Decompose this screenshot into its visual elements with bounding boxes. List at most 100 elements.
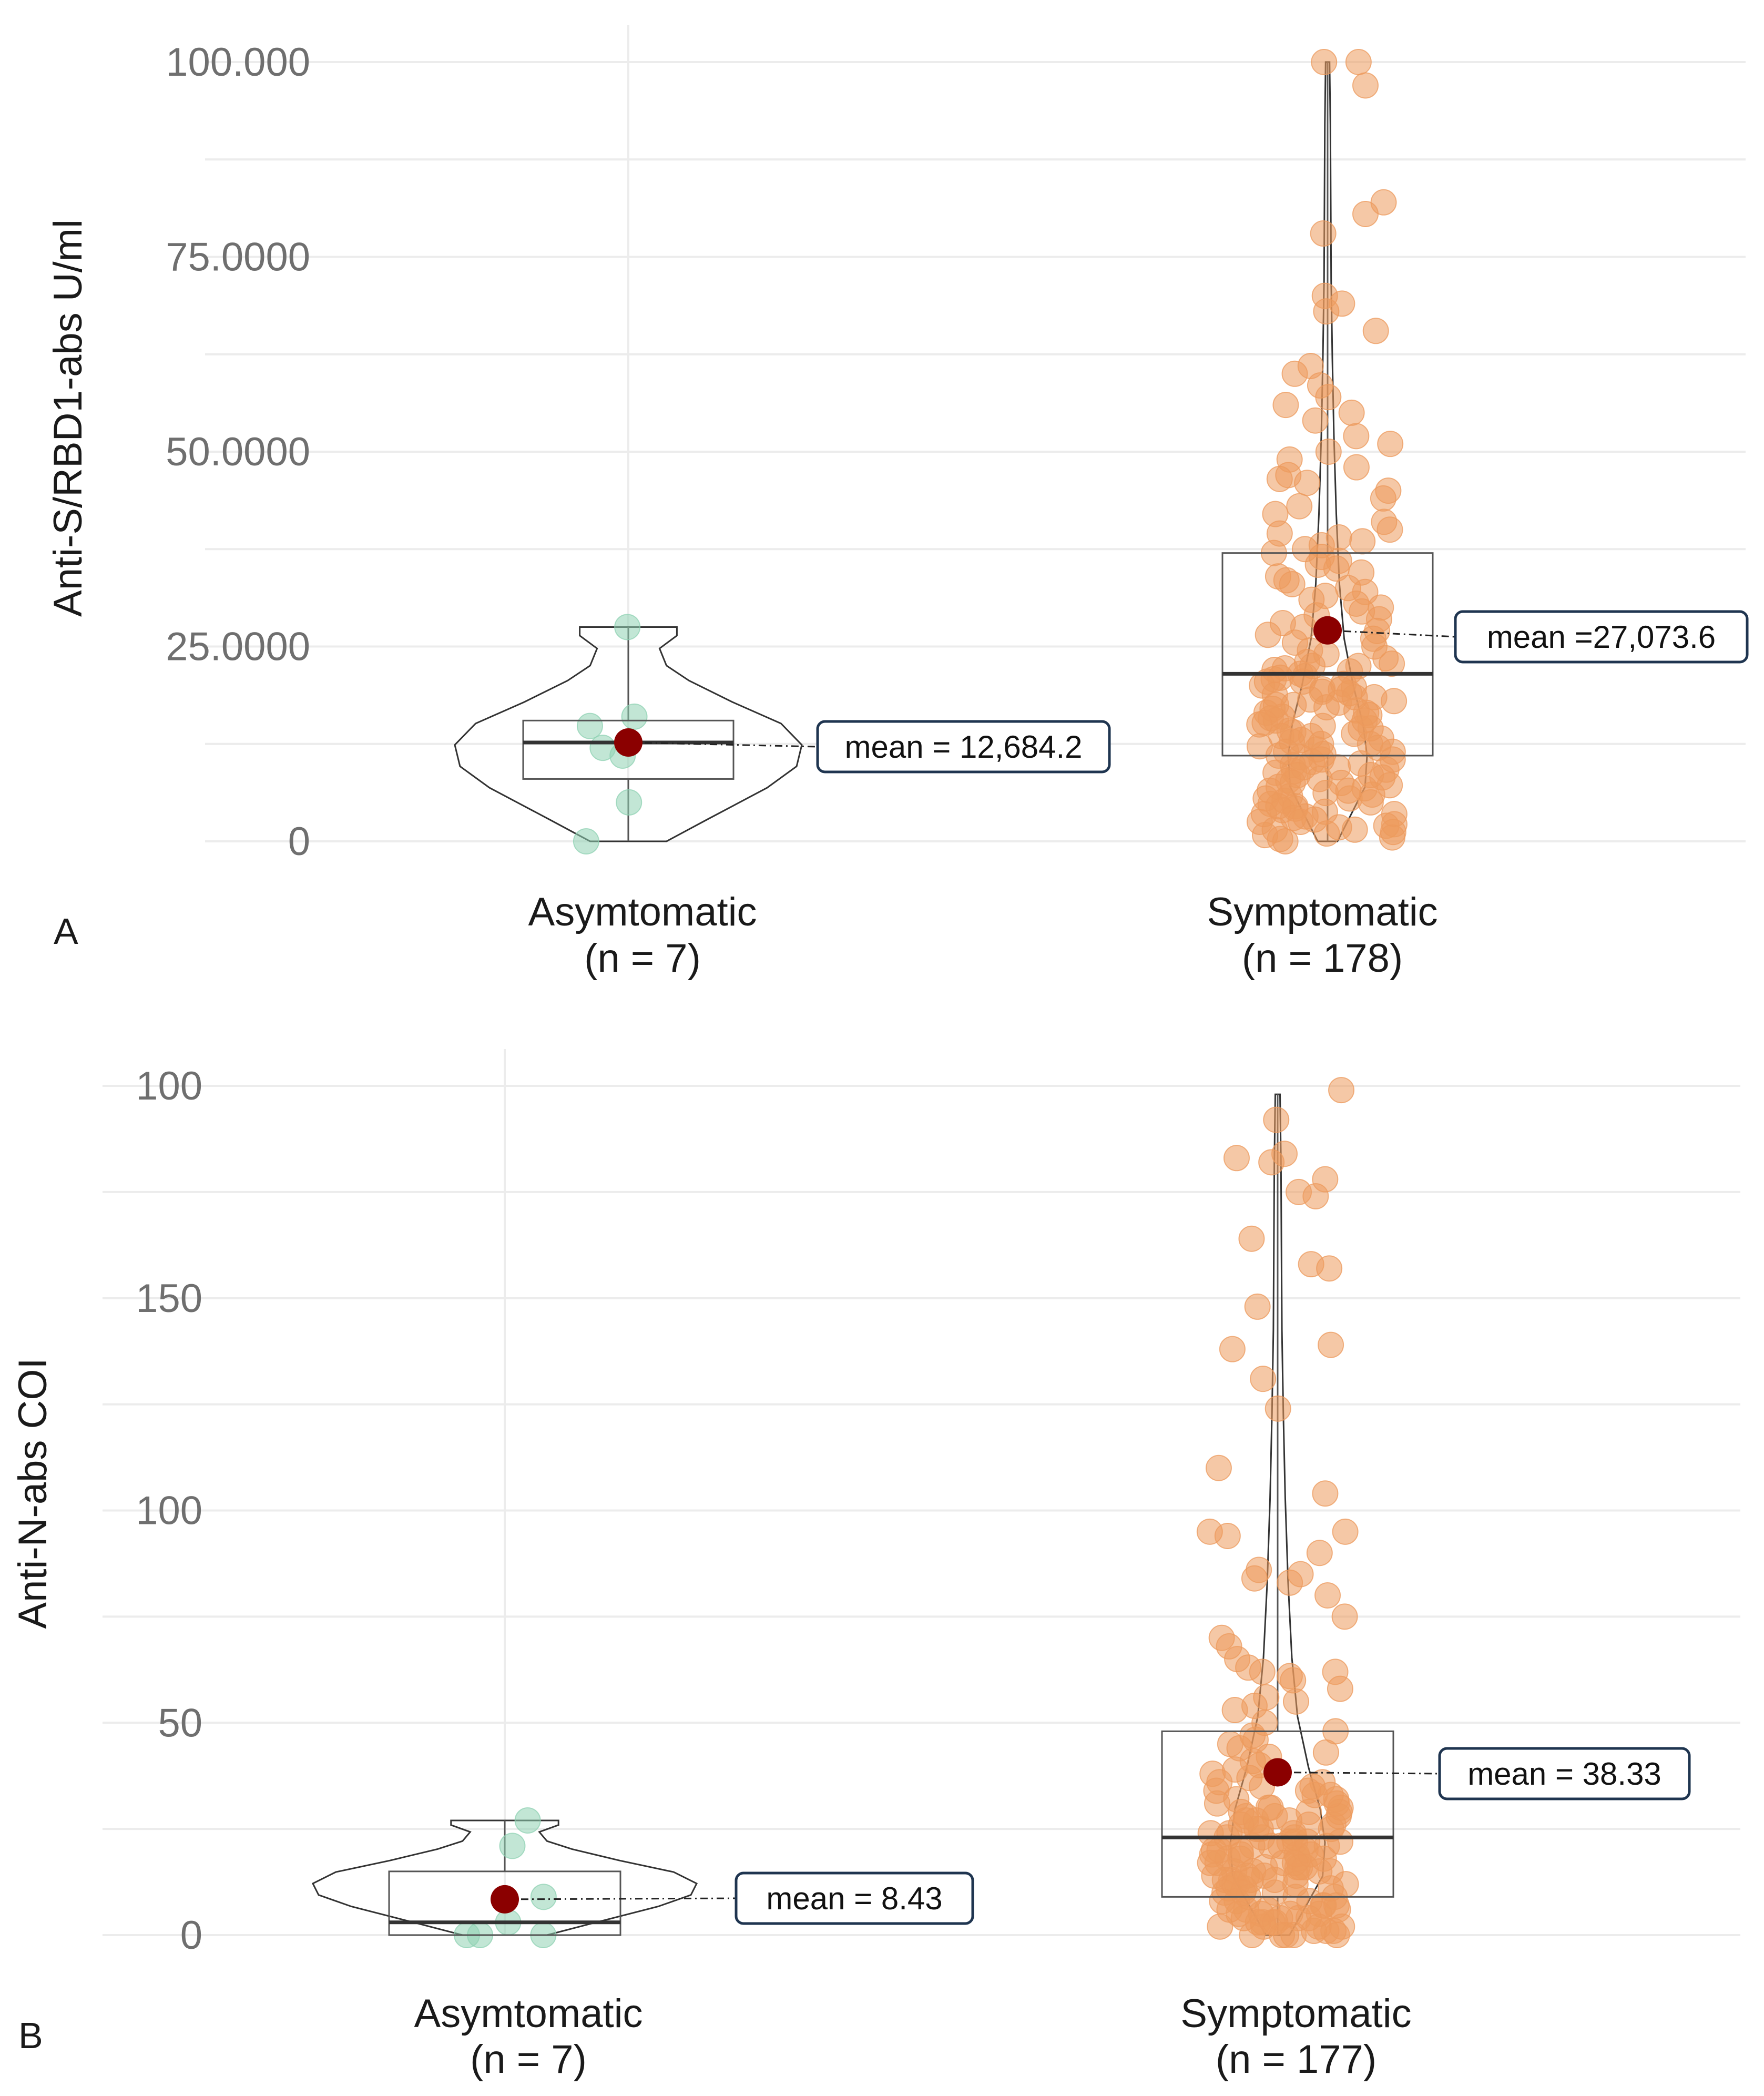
data-point [1219,1336,1246,1362]
data-point [1315,439,1342,465]
data-point [1311,49,1338,75]
panel-letter-a: A [54,911,78,952]
data-point [1328,676,1354,703]
data-point [1244,1293,1271,1320]
y-tick-label: 25.0000 [166,625,310,669]
mean-marker [491,1885,519,1914]
data-point [1250,801,1277,828]
data-point [1345,49,1372,75]
data-point [1223,1786,1250,1813]
data-point [1302,1183,1329,1209]
data-point [1277,1569,1303,1596]
data-point [1313,820,1340,847]
data-point [1221,1697,1248,1724]
data-point [1313,298,1340,325]
data-point [1318,1331,1344,1358]
data-point [614,614,641,640]
category-label-asymptomatic-a: Asymtomatic [528,890,757,934]
data-point [1331,1603,1358,1630]
data-point [1315,384,1342,411]
box-symptomatic [1221,552,1434,757]
data-point [1214,1522,1241,1549]
n-label-symptomatic-a: (n = 178) [1242,936,1403,981]
data-point [576,713,603,739]
n-label-symptomatic-b: (n = 177) [1216,2037,1376,2082]
data-point [1297,1841,1324,1868]
data-point [1376,516,1403,543]
plot-area-a: 0 25.0000 50.0000 75.0000 100.000 mean = 12,6… [166,25,1749,864]
mean-label: mean = 12,684.2 [844,729,1082,765]
data-point [1250,1366,1277,1392]
data-point [1281,360,1308,387]
data-point [1255,622,1281,648]
data-point [1335,777,1362,804]
panel-letter-b: B [18,2015,43,2056]
y-tick-label: 50 [158,1701,202,1745]
mean-label-box [816,720,1111,774]
data-point [1238,1225,1265,1252]
y-axis-title-a: Anti-S/RBD1-abs U/ml [46,219,90,617]
mean-label: mean = 38.33 [1467,1756,1661,1792]
y-tick-label: 150 [136,1276,202,1321]
data-point [1286,493,1313,520]
violin-asymptomatic [454,626,803,842]
data-point [1279,571,1306,597]
mean-marker [1263,1758,1292,1787]
data-point [616,789,643,816]
y-tick-label: 50.0000 [166,430,310,474]
data-point [1352,72,1379,99]
data-point [1263,1106,1290,1133]
data-point [1239,1833,1266,1859]
data-point [1272,392,1299,419]
data-point [1206,1769,1233,1796]
data-point [1249,1659,1276,1685]
data-point [1343,423,1370,450]
y-tick-label: 75.0000 [166,235,310,280]
data-point [1310,220,1337,247]
y-tick-label: 100 [136,1489,202,1533]
data-point [1237,1867,1264,1894]
data-point [1377,431,1404,457]
data-point [1266,465,1293,492]
category-label-asymptomatic-b: Asymtomatic [414,1991,643,2036]
data-point [1205,1454,1232,1481]
mean-label-box [1438,1747,1691,1800]
data-point [1327,1675,1353,1702]
mean-marker [614,728,643,757]
data-point [1241,1565,1268,1592]
data-point [1262,1909,1289,1936]
mean-label-box [735,1871,974,1925]
data-point [1294,470,1321,496]
data-point [1362,318,1389,344]
data-point [1338,399,1365,426]
data-point [1381,688,1408,715]
panel-a: Anti-S/RBD1-abs U/ml A 0 25.0000 50.0000 75… [46,25,1749,981]
data-point [1201,1862,1228,1889]
data-point [1327,1828,1354,1855]
data-point [1216,1896,1243,1923]
data-point [1343,454,1370,481]
data-point [1206,1837,1233,1864]
mean-label: mean = 8.43 [766,1881,942,1916]
mean-leader [504,1897,737,1900]
data-point [530,1884,557,1910]
mean-marker [1313,616,1342,645]
data-point [1279,769,1306,796]
violin-asymptomatic [311,1819,698,1936]
panel-b: Anti-N-abs COI B 0 50 100 150 100 mean = 8.43… [11,1049,1740,2082]
mean-label-box [1454,610,1749,664]
y-tick-label: 100.000 [166,40,310,85]
data-point [1352,200,1379,227]
data-point [1357,789,1384,816]
category-label-symptomatic-b: Symptomatic [1180,1991,1411,2036]
data-point [1328,1077,1355,1104]
data-point [1316,1255,1343,1282]
data-point [1314,1582,1341,1609]
data-point [499,1833,526,1859]
data-point [1287,808,1314,835]
data-point [1296,1905,1322,1931]
data-point [621,703,648,730]
n-label-asymptomatic-b: (n = 7) [470,2037,587,2082]
mean-label: mean =27,073.6 [1487,619,1716,655]
